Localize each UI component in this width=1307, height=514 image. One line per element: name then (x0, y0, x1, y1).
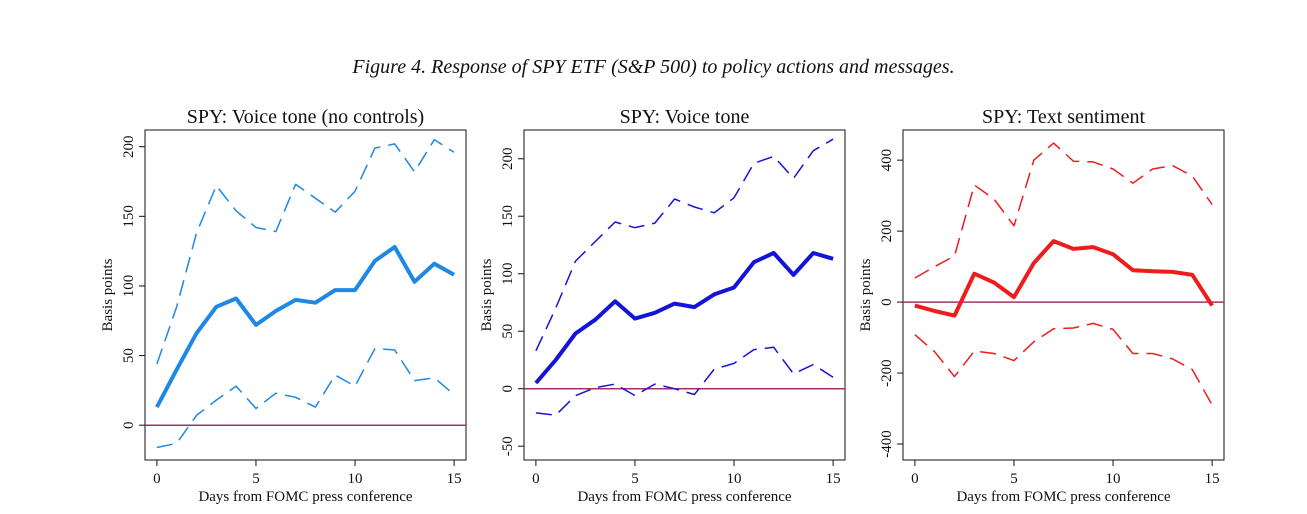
x-tick-label: 5 (1010, 471, 1018, 487)
series-line-upper (156, 138, 455, 365)
y-axis-label: Basis points (100, 258, 116, 331)
plot-frame (523, 129, 846, 461)
y-tick-label: 50 (121, 348, 137, 363)
x-tick-label: 5 (631, 471, 639, 487)
x-axis-label: Days from FOMC press conference (956, 489, 1170, 505)
y-tick-label: 0 (879, 298, 895, 306)
x-axis-label: Days from FOMC press conference (577, 489, 791, 505)
y-tick-label: 150 (500, 205, 516, 228)
x-tick-label: 15 (1205, 471, 1220, 487)
y-tick-label: 100 (121, 275, 137, 298)
x-tick-label: 10 (1106, 471, 1121, 487)
y-tick-label: 400 (879, 149, 895, 172)
y-tick-label: -400 (879, 430, 895, 458)
x-tick-label: 0 (911, 471, 919, 487)
series-line-upper (914, 142, 1213, 279)
figure-caption: Figure 4. Response of SPY ETF (S&P 500) … (352, 56, 955, 78)
y-tick-label: 0 (121, 421, 137, 429)
x-tick-label: 15 (826, 471, 841, 487)
x-tick-label: 5 (252, 471, 260, 487)
chart-title: SPY: Voice tone (no controls) (187, 106, 424, 128)
x-tick-label: 0 (153, 471, 161, 487)
series-line-lower (535, 346, 834, 416)
y-tick-label: 200 (879, 220, 895, 243)
y-tick-label: -50 (500, 436, 516, 456)
y-axis-label: Basis points (479, 258, 495, 331)
y-tick-label: 50 (500, 324, 516, 339)
plot-frame (144, 129, 467, 461)
chart-title: SPY: Voice tone (620, 106, 750, 128)
series-line-lower (914, 322, 1213, 406)
series-line-estimate (914, 239, 1214, 318)
x-tick-label: 10 (348, 471, 363, 487)
plot-frame (902, 129, 1225, 461)
y-tick-label: 100 (500, 262, 516, 285)
x-tick-label: 0 (532, 471, 540, 487)
y-tick-label: 200 (121, 135, 137, 158)
series-line-estimate (155, 245, 456, 409)
x-axis-label: Days from FOMC press conference (198, 489, 412, 505)
y-tick-label: 200 (500, 147, 516, 170)
chart-panel-1: SPY: Voice tone (no controls)0 5 10 1505010… (100, 106, 467, 505)
y-tick-label: -200 (879, 359, 895, 387)
y-tick-label: 150 (121, 205, 137, 228)
chart-panel-3: SPY: Text sentiment 0 5 10 15 -400 -200 0 200 400… (858, 106, 1225, 505)
series-line-estimate (534, 251, 834, 385)
chart-title: SPY: Text sentiment (982, 106, 1146, 128)
y-tick-label: 0 (500, 385, 516, 393)
x-tick-label: 15 (447, 471, 462, 487)
series-line-lower (156, 347, 455, 449)
x-tick-label: 10 (727, 471, 742, 487)
y-axis-label: Basis points (858, 258, 874, 331)
chart-panel-2: SPY: Voice tone 0 5 10 15 -50 0 50 100 150 200 Days… (479, 106, 846, 505)
series-line-upper (535, 138, 834, 352)
